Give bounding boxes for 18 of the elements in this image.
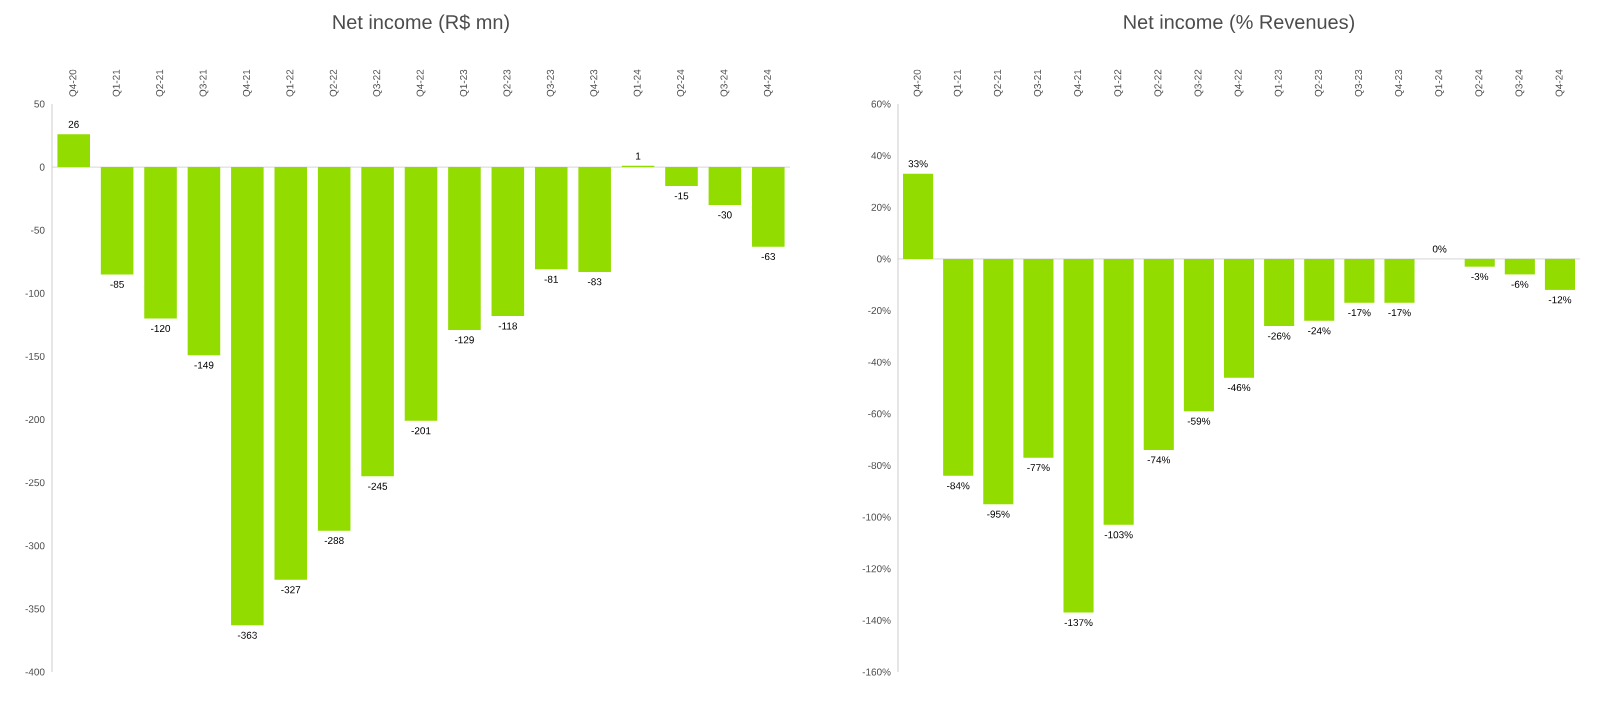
bar bbox=[534, 167, 568, 270]
bar bbox=[231, 167, 264, 626]
bar bbox=[57, 134, 90, 168]
bar bbox=[404, 167, 438, 421]
bar bbox=[448, 167, 481, 330]
bar bbox=[274, 167, 308, 580]
bar bbox=[752, 167, 785, 247]
bar bbox=[361, 167, 394, 477]
bar bbox=[491, 167, 525, 317]
bar bbox=[187, 167, 221, 356]
bar bbox=[665, 167, 698, 187]
bar bbox=[708, 167, 742, 205]
chart-title: Net income (% Revenues) bbox=[1124, 14, 1355, 33]
chart-title: Net income (R$ mn) bbox=[333, 14, 509, 33]
bar bbox=[100, 167, 134, 275]
bar bbox=[317, 167, 351, 531]
bar bbox=[144, 167, 177, 319]
bar bbox=[578, 167, 611, 272]
